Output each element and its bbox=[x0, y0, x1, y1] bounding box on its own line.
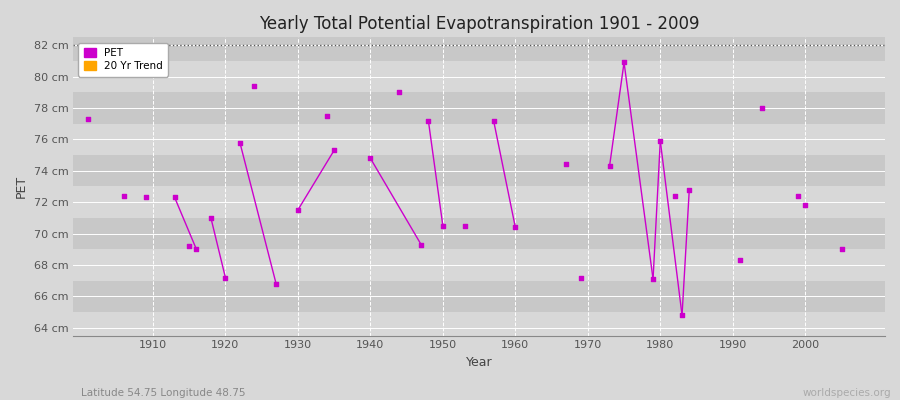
Bar bbox=[73, 37, 885, 61]
Point bbox=[646, 276, 661, 282]
Point bbox=[791, 193, 806, 199]
Point bbox=[392, 89, 407, 96]
Bar bbox=[73, 249, 885, 281]
Point bbox=[269, 280, 284, 287]
X-axis label: Year: Year bbox=[466, 356, 492, 369]
Title: Yearly Total Potential Evapotranspiration 1901 - 2009: Yearly Total Potential Evapotranspiratio… bbox=[259, 15, 699, 33]
Bar bbox=[73, 218, 885, 249]
Point bbox=[320, 113, 334, 119]
Point bbox=[559, 161, 573, 168]
Point bbox=[189, 246, 203, 252]
Point bbox=[203, 215, 218, 221]
Point bbox=[733, 257, 747, 264]
Point bbox=[421, 117, 436, 124]
Text: worldspecies.org: worldspecies.org bbox=[803, 388, 891, 398]
Point bbox=[291, 207, 305, 213]
Point bbox=[573, 274, 588, 281]
Point bbox=[414, 241, 428, 248]
Point bbox=[327, 147, 341, 154]
Bar bbox=[73, 281, 885, 312]
Point bbox=[754, 105, 769, 111]
Bar bbox=[73, 186, 885, 218]
Point bbox=[508, 224, 523, 230]
Point bbox=[682, 186, 697, 193]
Point bbox=[675, 312, 689, 318]
Point bbox=[80, 116, 94, 122]
Y-axis label: PET: PET bbox=[15, 175, 28, 198]
Point bbox=[653, 138, 668, 144]
Point bbox=[834, 246, 849, 252]
Point bbox=[616, 59, 631, 66]
Legend: PET, 20 Yr Trend: PET, 20 Yr Trend bbox=[78, 42, 168, 76]
Point bbox=[182, 243, 196, 249]
Text: Latitude 54.75 Longitude 48.75: Latitude 54.75 Longitude 48.75 bbox=[81, 388, 246, 398]
Point bbox=[139, 194, 153, 201]
Point bbox=[457, 222, 472, 229]
Bar bbox=[73, 61, 885, 92]
Point bbox=[233, 139, 248, 146]
Point bbox=[668, 193, 682, 199]
Point bbox=[798, 202, 813, 208]
Point bbox=[218, 274, 232, 281]
Point bbox=[117, 193, 131, 199]
Bar bbox=[73, 312, 885, 336]
Point bbox=[602, 163, 616, 169]
Bar bbox=[73, 92, 885, 124]
Point bbox=[486, 117, 500, 124]
Bar bbox=[73, 155, 885, 186]
Point bbox=[436, 222, 450, 229]
Point bbox=[364, 155, 378, 162]
Bar bbox=[73, 124, 885, 155]
Point bbox=[167, 194, 182, 201]
Point bbox=[248, 83, 262, 89]
